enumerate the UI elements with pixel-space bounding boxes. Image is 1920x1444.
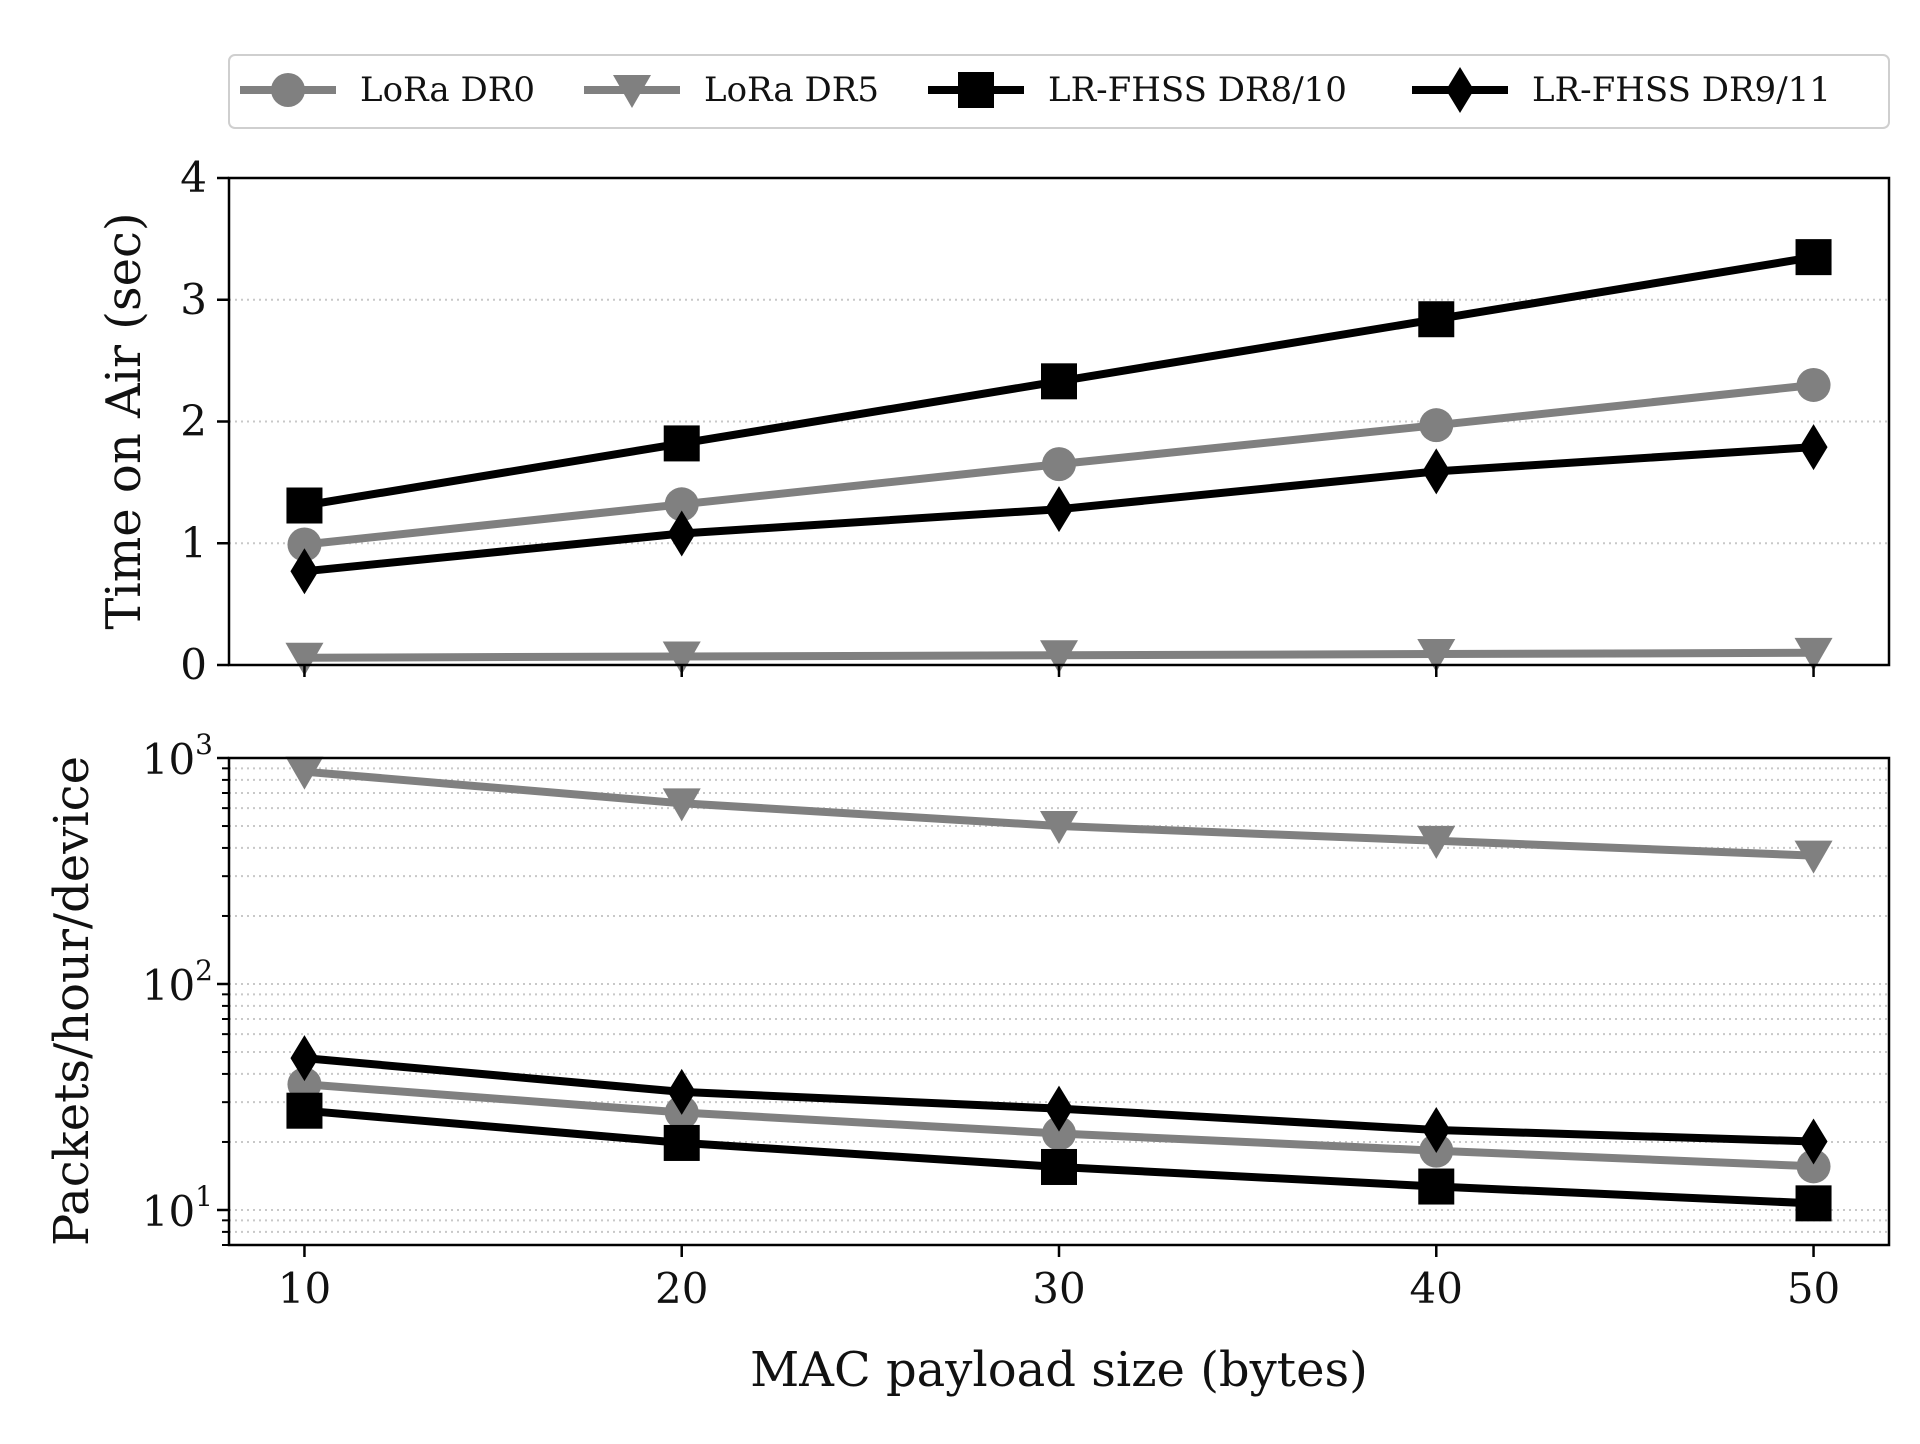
top-point-s0-2: [1042, 447, 1076, 482]
top-point-s1-0: [285, 642, 324, 676]
legend-marker-0: [271, 73, 305, 107]
top-y-tick-label: 1: [180, 518, 207, 567]
top-y-ticks: 0 1 2 3 4: [180, 153, 229, 689]
legend-keys: [240, 67, 1508, 113]
bottom-point-s2-1: [663, 1124, 700, 1161]
legend-box: [228, 54, 1890, 129]
bottom-point-s2-2: [1041, 1148, 1077, 1185]
top-point-s3-1: [667, 510, 696, 557]
top-point-s2-2: [1041, 363, 1077, 400]
bottom-x-tick-label: 30: [1032, 1264, 1085, 1313]
top-point-s1-3: [1417, 639, 1456, 673]
top-point-s1-1: [662, 641, 701, 675]
bottom-point-s2-3: [1418, 1168, 1455, 1205]
top-y-tick-label: 4: [180, 153, 207, 202]
bottom-point-s3-3: [1422, 1106, 1451, 1153]
bottom-series: [285, 756, 1833, 1222]
bottom-y-ticks: 101 102 103: [142, 728, 229, 1246]
bottom-point-s0-4: [1796, 1149, 1831, 1184]
legend-label-0: LoRa DR0: [360, 70, 535, 110]
bottom-x-tick-label: 20: [655, 1264, 708, 1313]
bottom-point-s0-2: [1042, 1116, 1076, 1151]
top-y-tick-label: 3: [180, 275, 207, 324]
top-x-ticks: [303, 665, 1815, 677]
bottom-y-tick-label: 103: [142, 728, 213, 784]
x-axis-label: MAC payload size (bytes): [750, 1342, 1368, 1398]
top-grid: [229, 298, 1889, 545]
bottom-y-tick-label: 102: [142, 954, 213, 1010]
legend-label-2: LR-FHSS DR8/10: [1048, 70, 1347, 110]
top-y-tick-label: 2: [180, 397, 207, 446]
bottom-y-tick-label: 101: [142, 1180, 213, 1236]
top-point-s3-2: [1045, 486, 1073, 533]
top-point-s0-3: [1419, 408, 1454, 443]
legend-marker-2: [958, 72, 994, 108]
bottom-point-s1-4: [1794, 840, 1833, 874]
top-point-s2-4: [1795, 239, 1832, 276]
bottom-point-s3-2: [1045, 1085, 1073, 1132]
bottom-point-s2-4: [1795, 1185, 1832, 1222]
top-y-tick-label: 0: [180, 640, 207, 689]
bottom-point-s1-3: [1417, 825, 1456, 859]
bottom-point-s3-0: [290, 1035, 319, 1082]
top-point-s0-4: [1796, 367, 1831, 402]
top-point-s3-0: [290, 548, 319, 595]
top-point-s2-0: [286, 487, 323, 524]
legend-label-3: LR-FHSS DR9/11: [1532, 70, 1831, 110]
legend-marker-3: [1446, 67, 1474, 113]
bottom-x-tick-label: 10: [278, 1264, 331, 1313]
top-y-axis-label: Time on Air (sec): [96, 212, 152, 629]
bottom-y-axis-label: Packets/hour/device: [44, 756, 100, 1246]
bottom-point-s1-0: [285, 756, 324, 790]
top-point-s3-4: [1799, 424, 1828, 471]
top-point-s0-0: [287, 527, 322, 562]
legend: LoRa DR0 LoRa DR5 LR-FHSS DR8/10 LR-FHSS…: [228, 54, 1890, 129]
legend-marker-1: [613, 75, 651, 108]
top-point-s3-3: [1422, 448, 1451, 495]
bottom-point-s1-1: [662, 788, 701, 822]
bottom-point-s2-0: [286, 1092, 323, 1129]
top-point-s1-4: [1794, 637, 1833, 671]
bottom-x-ticks: 10 20 30 40 50: [278, 1245, 1840, 1313]
bottom-point-s1-2: [1040, 811, 1078, 845]
top-point-s2-1: [663, 425, 700, 462]
top-point-s1-2: [1040, 640, 1078, 674]
top-point-s2-3: [1418, 301, 1455, 338]
top-point-s0-1: [664, 487, 699, 522]
top-panel: 0 1 2 3 4 Time on Air (sec): [96, 153, 1891, 689]
bottom-panel: 101 102 103 10 20 30 40 50 Packets/hour/device…: [44, 728, 1891, 1398]
top-series: [285, 239, 1833, 676]
legend-label-1: LoRa DR5: [704, 70, 879, 110]
bottom-x-tick-label: 50: [1787, 1264, 1840, 1313]
bottom-x-tick-label: 40: [1410, 1264, 1463, 1313]
bottom-point-s3-4: [1799, 1118, 1828, 1165]
bottom-point-s3-1: [667, 1068, 696, 1115]
